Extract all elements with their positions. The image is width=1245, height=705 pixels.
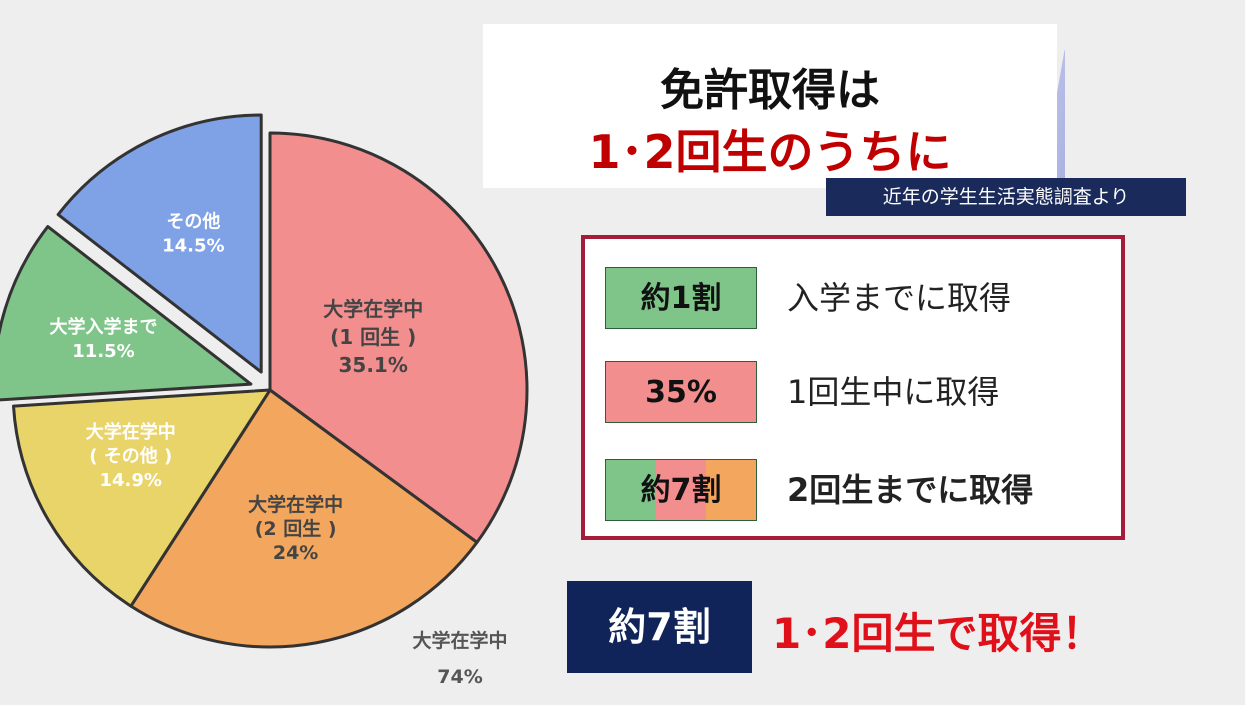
title-box: 免許取得は 1･2回生のうちに xyxy=(483,24,1057,188)
slice-1-label-1: 大学在学中 xyxy=(323,297,423,321)
pie-slice-1 xyxy=(268,131,529,544)
title-line1: 免許取得は xyxy=(660,65,880,116)
slice-3-label-3: 14.9% xyxy=(100,470,162,491)
slice-2-label-3: 24% xyxy=(273,542,318,564)
info-text-2: 1回生中に取得 xyxy=(787,373,1000,411)
slice-5-label-2: 14.5% xyxy=(162,236,224,257)
pie-slice-2 xyxy=(129,388,479,649)
info-tag-1: 約1割 xyxy=(605,267,757,329)
info-row-3: 約7割 2回生までに取得 xyxy=(605,459,1105,521)
pie-slice-3 xyxy=(12,388,272,608)
pie-slice-4 xyxy=(0,225,253,402)
slice-1-label-3: 35.1% xyxy=(339,353,408,377)
info-row-1: 約1割 入学までに取得 xyxy=(605,267,1105,329)
info-text-1: 入学までに取得 xyxy=(787,279,1012,317)
info-box: 約1割 入学までに取得 35% 1回生中に取得 約7割 2回生までに取得 xyxy=(581,235,1125,540)
slice-4-label-1: 大学入学まで xyxy=(50,316,158,338)
group-label-name: 大学在学中 xyxy=(412,629,507,652)
slice-3-label-2: ( その他 ) xyxy=(89,445,172,467)
info-tag-3: 約7割 xyxy=(605,459,757,521)
title-line2: 1･2回生のうちに xyxy=(588,125,952,179)
slice-5-label-1: その他 xyxy=(166,211,220,233)
group-label-value: 74% xyxy=(437,666,482,688)
info-tag-2: 35% xyxy=(605,361,757,423)
slice-3-label-1: 大学在学中 xyxy=(86,421,176,443)
summary-tag: 約7割 xyxy=(567,581,752,673)
slice-1-label-2: (1 回生 ) xyxy=(330,325,416,349)
slice-2-label-1: 大学在学中 xyxy=(248,493,343,516)
info-row-2: 35% 1回生中に取得 xyxy=(605,361,1105,423)
info-text-3: 2回生までに取得 xyxy=(787,471,1034,509)
summary-text: 1･2回生で取得！ xyxy=(772,609,1104,658)
pie-slice-5 xyxy=(56,113,263,374)
pie-chart: 大学在学中(1 回生 )35.1%大学在学中(2 回生 )24%大学在学中( そ… xyxy=(0,113,529,688)
slice-4-label-2: 11.5% xyxy=(72,341,134,362)
source-badge: 近年の学生生活実態調査より xyxy=(826,178,1186,216)
slice-2-label-2: (2 回生 ) xyxy=(255,517,337,540)
